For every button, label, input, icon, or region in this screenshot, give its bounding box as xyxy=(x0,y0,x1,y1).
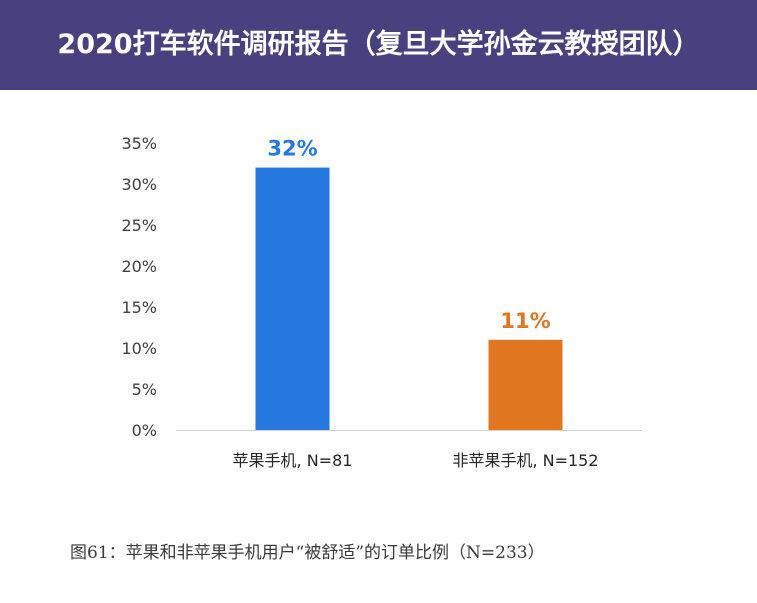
y-tick-label: 25% xyxy=(121,216,157,235)
x-category-label: 非苹果手机, N=152 xyxy=(452,451,598,470)
y-tick-label: 30% xyxy=(121,175,157,194)
bar xyxy=(488,339,563,430)
bar-value-label: 11% xyxy=(500,309,550,333)
header-banner: 2020打车软件调研报告（复旦大学孙金云教授团队） xyxy=(0,0,757,90)
figure-caption: 图61：苹果和非苹果手机用户“被舒适”的订单比例（N=233） xyxy=(70,543,545,563)
x-category-label: 苹果手机, N=81 xyxy=(233,451,353,470)
bar xyxy=(255,167,330,430)
y-tick-label: 20% xyxy=(121,257,157,276)
y-tick-label: 5% xyxy=(132,380,157,399)
y-tick-label: 35% xyxy=(121,134,157,153)
y-tick-label: 10% xyxy=(121,339,157,358)
report-title: 2020打车软件调研报告（复旦大学孙金云教授团队） xyxy=(57,29,700,60)
y-tick-label: 0% xyxy=(132,421,157,440)
bar-value-label: 32% xyxy=(267,137,317,161)
y-tick-label: 15% xyxy=(121,298,157,317)
bar-chart: 0% 5% 10% 15% 20% 25% 30% 35% 32% 苹果手机, N=81 11% 非苹… xyxy=(121,134,642,470)
